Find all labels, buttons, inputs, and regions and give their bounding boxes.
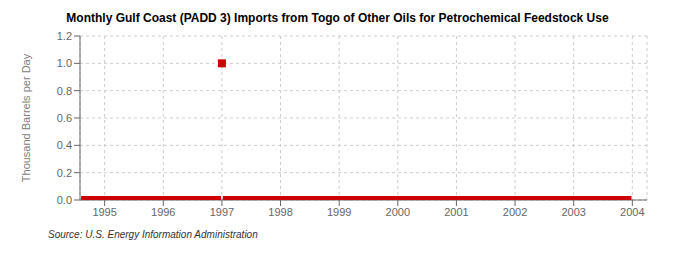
svg-text:2002: 2002	[503, 206, 527, 218]
svg-text:1995: 1995	[92, 206, 116, 218]
svg-text:1997: 1997	[210, 206, 234, 218]
svg-text:2000: 2000	[386, 206, 410, 218]
svg-text:1996: 1996	[151, 206, 175, 218]
svg-text:0.6: 0.6	[57, 112, 72, 124]
svg-text:0.0: 0.0	[57, 194, 72, 206]
html-text:Source: U.S. Energy Informatio: Source: U.S. Energy Information Administ…	[48, 229, 258, 240]
svg-text:0.4: 0.4	[57, 139, 72, 151]
svg-text:2001: 2001	[444, 206, 468, 218]
svg-text:2003: 2003	[561, 206, 585, 218]
svg-text:2004: 2004	[620, 206, 644, 218]
svg-text:1.0: 1.0	[57, 57, 72, 69]
html-text:Monthly Gulf Coast (PADD 3) Im: Monthly Gulf Coast (PADD 3) Imports from…	[66, 11, 609, 25]
svg-text:0.2: 0.2	[57, 167, 72, 179]
svg-text:1.2: 1.2	[57, 30, 72, 42]
svg-text:0.8: 0.8	[57, 85, 72, 97]
svg-text:1998: 1998	[268, 206, 292, 218]
svg-text:1999: 1999	[327, 206, 351, 218]
svg-text:Thousand Barrels per Day: Thousand Barrels per Day	[20, 53, 32, 182]
